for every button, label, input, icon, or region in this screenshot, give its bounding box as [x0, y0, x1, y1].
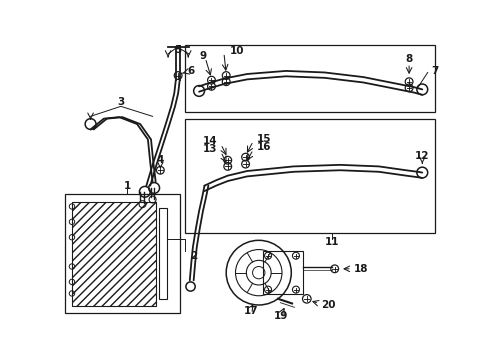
Text: 2: 2 — [190, 251, 197, 261]
Bar — [72, 202, 155, 306]
Text: 10: 10 — [230, 46, 244, 56]
Text: 3: 3 — [117, 97, 124, 107]
Text: 1: 1 — [123, 181, 130, 191]
Bar — [159, 208, 167, 299]
Text: 20: 20 — [320, 300, 335, 310]
Bar — [65, 194, 179, 314]
Text: 4: 4 — [156, 155, 163, 165]
Text: 6: 6 — [187, 66, 194, 76]
Bar — [185, 119, 434, 233]
Text: 17: 17 — [243, 306, 258, 316]
Text: 12: 12 — [414, 150, 428, 161]
Text: 11: 11 — [325, 237, 339, 247]
Text: 7: 7 — [430, 66, 437, 76]
Bar — [262, 251, 302, 294]
Text: 13: 13 — [203, 144, 217, 154]
Text: 9: 9 — [199, 50, 206, 60]
Text: 16: 16 — [256, 142, 270, 152]
Text: 15: 15 — [256, 134, 270, 144]
Text: 19: 19 — [273, 311, 288, 321]
Text: 5: 5 — [174, 45, 182, 55]
Text: 14: 14 — [203, 136, 217, 146]
Text: 8: 8 — [405, 54, 412, 64]
Text: 18: 18 — [353, 264, 368, 274]
Bar — [185, 45, 434, 112]
